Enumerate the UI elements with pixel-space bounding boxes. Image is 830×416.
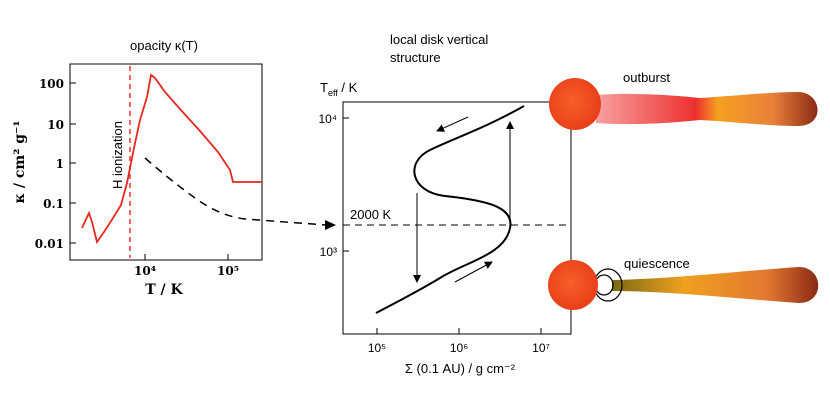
scurve-y-tick-1e4: 10⁴ (318, 112, 337, 126)
scurve-title-line2: structure (390, 50, 441, 65)
opacity-x-tick-1e5: 10⁵ (217, 264, 239, 278)
quiescence-label: quiescence (624, 256, 690, 271)
opacity-y-tick-0.1: 0.1 (43, 197, 64, 211)
opacity-title: opacity κ(T) (130, 38, 198, 53)
lower-branch-arrow (454, 261, 493, 283)
scurve-x-label: Σ (0.1 AU) / g cm⁻² (405, 361, 516, 376)
opacity-y-tick-1: 1 (56, 157, 64, 171)
scurve-x-tick-1e6: 10⁶ (450, 341, 468, 355)
opacity-y-tick-100: 100 (39, 77, 64, 91)
scurve-y-tick-1e3: 10³ (320, 245, 337, 259)
outburst-disk-illustration (549, 78, 818, 130)
scurve-y-label: Teff / K (320, 80, 358, 98)
opacity-y-tick-10: 10 (47, 118, 64, 132)
link-arrowhead (325, 220, 336, 230)
scurve-y-ticks: 10⁴ 10³ (318, 112, 349, 259)
opacity-curve (81, 73, 262, 245)
s-curve (375, 105, 525, 314)
threshold-2000k-label: 2000 K (350, 207, 392, 222)
scurve-x-tick-1e5: 10⁵ (368, 341, 386, 355)
opacity-plot-frame (69, 63, 263, 261)
scurve-title-line1: local disk vertical (390, 32, 488, 47)
opacity-to-scurve-link (144, 157, 327, 226)
opacity-x-tick-1e4: 10⁴ (134, 264, 156, 278)
quiescence-disk-illustration (548, 260, 819, 310)
opacity-y-ticks: 100 10 1 0.1 0.01 (35, 77, 76, 251)
outburst-label: outburst (623, 70, 670, 85)
opacity-x-ticks: 10⁴ 10⁵ (134, 254, 239, 278)
opacity-y-label: κ / cm² g⁻¹ (12, 120, 28, 203)
scurve-x-ticks: 10⁵ 10⁶ 10⁷ (368, 328, 550, 355)
scurve-x-tick-1e7: 10⁷ (532, 341, 550, 355)
opacity-x-label: T / K (145, 282, 183, 298)
upper-branch-arrow (436, 116, 469, 132)
opacity-y-tick-0.01: 0.01 (35, 237, 64, 251)
scurve-plot-frame (342, 101, 572, 335)
h-ionization-label: H ionization (110, 121, 125, 189)
quiescence-star (548, 260, 598, 310)
outburst-star (549, 78, 601, 130)
